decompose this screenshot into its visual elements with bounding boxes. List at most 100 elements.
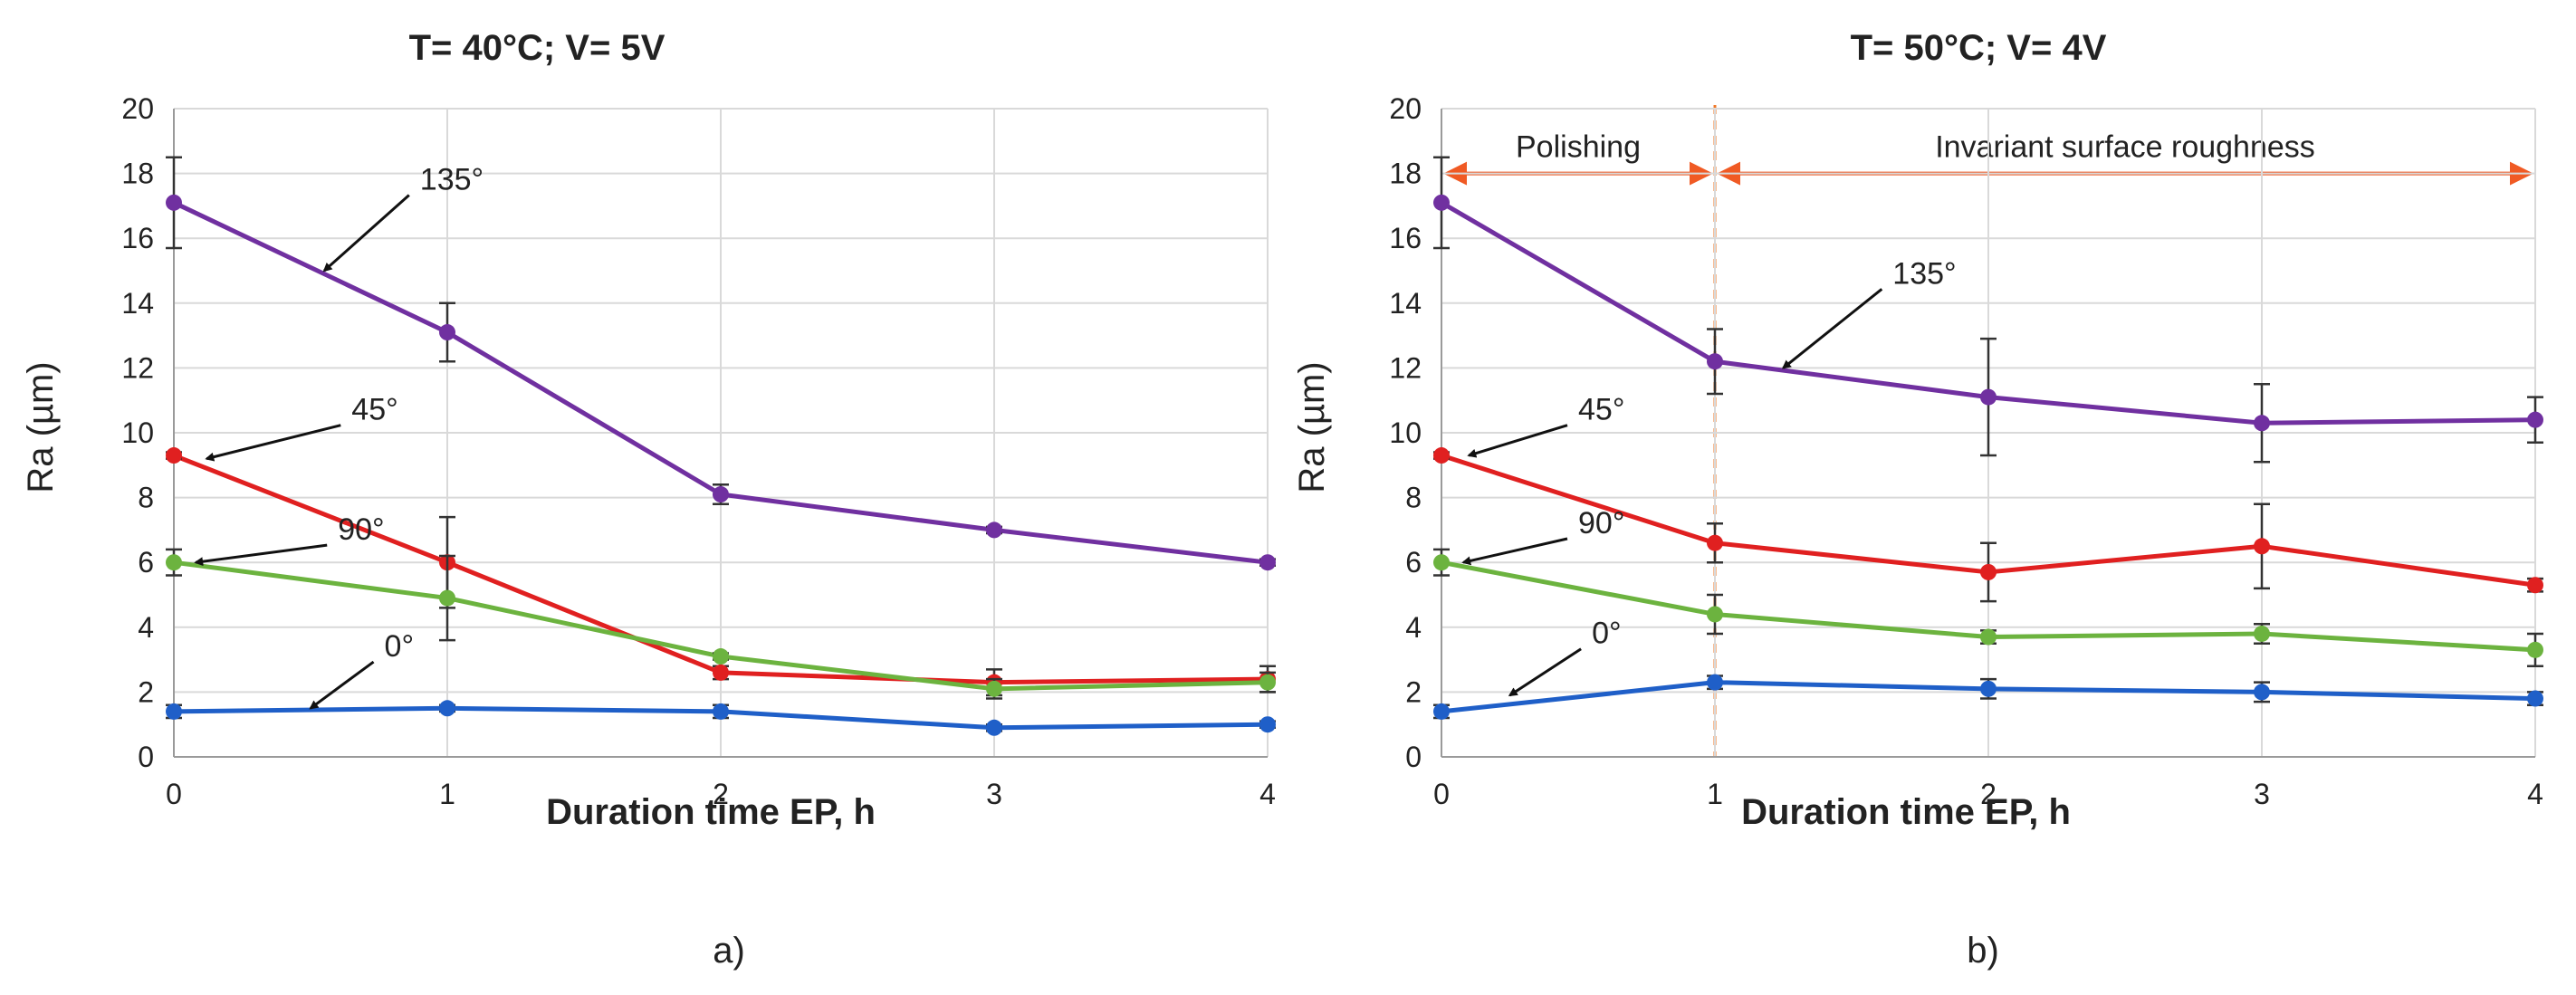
data-point — [713, 648, 729, 665]
data-point — [713, 703, 729, 720]
data-point — [166, 194, 182, 211]
y-axis-title: Ra (µm) — [21, 361, 61, 493]
x-tick-label: 3 — [986, 778, 1002, 810]
data-point — [439, 324, 455, 341]
series — [1433, 447, 2543, 603]
data-point — [986, 719, 1002, 736]
x-tick-label: 0 — [166, 778, 182, 810]
annotation-arrow — [1461, 537, 1568, 566]
x-tick-label: 0 — [1433, 778, 1450, 810]
annotation-arrow — [1467, 424, 1568, 458]
panel-title: T= 50°C; V= 4V — [1851, 28, 2107, 68]
data-point — [1707, 674, 1723, 691]
annotation-label: 90° — [1578, 506, 1624, 541]
data-point — [2527, 577, 2543, 594]
annotation-label: 90° — [338, 512, 384, 547]
annotation-label: 45° — [351, 393, 397, 427]
data-point — [166, 703, 182, 720]
data-point — [986, 680, 1002, 697]
x-tick-labels: 0 1 2 3 4 — [166, 778, 1276, 810]
series-annotation: 135° — [1781, 256, 1957, 369]
series — [1433, 156, 2543, 464]
annotation-label: 0° — [385, 629, 415, 664]
series — [1433, 548, 2543, 668]
data-point — [1433, 554, 1450, 571]
y-tick-label: 8 — [1405, 482, 1422, 514]
y-tick-label: 14 — [121, 287, 154, 320]
y-tick-label: 6 — [138, 546, 154, 579]
y-tick-label: 4 — [138, 611, 154, 644]
data-point — [713, 664, 729, 681]
y-tick-label: 20 — [121, 92, 154, 125]
data-point — [2254, 625, 2270, 642]
series — [166, 156, 1276, 571]
x-tick-label: 2 — [713, 778, 729, 810]
data-point — [1433, 447, 1450, 464]
data-point — [2254, 684, 2270, 701]
x-tick-label: 2 — [1980, 778, 1997, 810]
y-tick-label: 20 — [1389, 92, 1422, 125]
x-tick-label: 3 — [2254, 778, 2270, 810]
annotations-group: 135° 45° 90° 0° — [194, 163, 484, 710]
data-point — [986, 521, 1002, 539]
y-tick-label: 6 — [1405, 546, 1422, 579]
series-annotation: 90° — [194, 512, 385, 567]
y-tick-label: 4 — [1405, 611, 1422, 644]
panel-title: T= 40°C; V= 5V — [409, 28, 666, 68]
region-label: Invariant surface roughness — [1935, 130, 2315, 165]
x-tick-labels: 0 1 2 3 4 — [1433, 778, 2543, 810]
y-tick-label: 10 — [121, 416, 154, 449]
data-point — [1707, 534, 1723, 551]
x-axis-title: Duration time EP, h — [546, 792, 876, 832]
series-annotation: 90° — [1461, 506, 1624, 566]
data-point — [1433, 703, 1450, 720]
annotation-arrow — [205, 424, 341, 462]
x-tick-label: 1 — [439, 778, 455, 810]
data-point — [1980, 388, 1997, 406]
panel-caption: b) — [1967, 931, 1999, 971]
annotation-arrow — [309, 660, 375, 710]
region-label: Polishing — [1516, 130, 1641, 165]
data-point — [2527, 641, 2543, 658]
y-tick-label: 12 — [121, 351, 154, 384]
data-point — [1433, 194, 1450, 211]
data-point — [1259, 716, 1276, 733]
x-tick-label: 4 — [1259, 778, 1276, 810]
y-tick-label: 12 — [1389, 351, 1422, 384]
data-point — [1707, 606, 1723, 623]
y-tick-label: 18 — [1389, 158, 1422, 190]
data-point — [166, 447, 182, 464]
y-tick-label: 16 — [121, 222, 154, 254]
data-point — [439, 700, 455, 717]
y-tick-label: 18 — [121, 158, 154, 190]
data-point — [439, 589, 455, 607]
data-point — [166, 554, 182, 571]
panel-caption: a) — [713, 931, 745, 971]
series — [166, 548, 1276, 700]
series-group — [1433, 156, 2543, 720]
annotation-arrow — [1508, 647, 1582, 697]
series-annotation: 45° — [205, 393, 398, 462]
gridlines — [174, 108, 1269, 757]
data-point — [713, 486, 729, 503]
panel-b: T= 50°C; V= 4V Polishing Invariant surfac… — [1292, 28, 2543, 971]
y-tick-labels: 0 2 4 6 8 10 12 14 16 18 20 — [1389, 92, 1422, 773]
y-tick-label: 14 — [1389, 287, 1422, 320]
data-point — [1980, 628, 1997, 646]
data-point — [1259, 674, 1276, 691]
annotation-arrow — [194, 543, 328, 567]
data-point — [2527, 411, 2543, 428]
data-point — [2527, 690, 2543, 707]
series-annotation: 0° — [1508, 617, 1622, 697]
x-axis-title: Duration time EP, h — [1741, 792, 2071, 832]
annotation-label: 45° — [1578, 393, 1624, 427]
x-tick-label: 4 — [2527, 778, 2543, 810]
annotation-arrow — [1781, 288, 1883, 369]
data-point — [1259, 554, 1276, 571]
series — [166, 700, 1276, 736]
y-tick-label: 16 — [1389, 222, 1422, 254]
data-point — [1707, 353, 1723, 370]
y-tick-label: 2 — [1405, 675, 1422, 708]
